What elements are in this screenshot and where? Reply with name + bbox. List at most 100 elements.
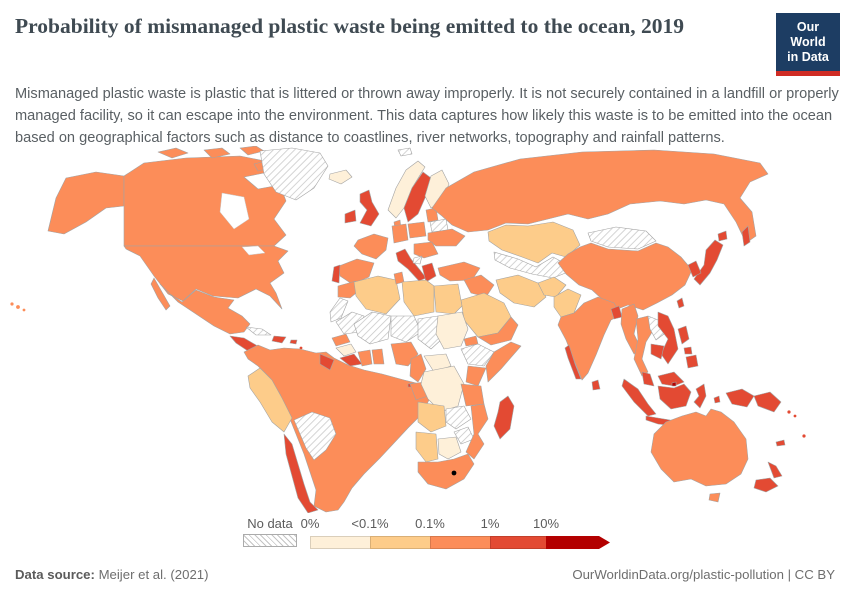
legend-segment-bin4-arrow[interactable] [546, 536, 610, 549]
country-iceland[interactable] [328, 169, 353, 185]
legend-segment-bin1[interactable] [370, 536, 430, 549]
country-iran[interactable] [495, 274, 547, 308]
country-mongolia[interactable] [587, 226, 657, 250]
country-ethiopia[interactable] [460, 343, 495, 367]
owid-logo[interactable]: Our World in Data [776, 13, 840, 76]
country-balkans[interactable] [412, 255, 423, 265]
country-portugal[interactable] [331, 264, 341, 284]
country-japan[interactable] [717, 230, 728, 242]
country-south-africa[interactable] [417, 453, 475, 490]
country-niger[interactable] [390, 315, 422, 343]
country-usa[interactable] [123, 245, 289, 310]
country-lesser-antilles[interactable] [299, 346, 303, 350]
country-greenland[interactable] [259, 147, 329, 201]
country-canada[interactable] [203, 147, 231, 159]
country-guyanas[interactable] [319, 353, 335, 371]
country-india-west-coast[interactable] [564, 344, 582, 380]
country-zambia[interactable] [445, 405, 472, 430]
country-libya[interactable] [401, 279, 435, 317]
country-ivory-coast[interactable] [357, 349, 373, 367]
country-philippines[interactable] [685, 354, 699, 369]
country-indonesia[interactable] [713, 395, 721, 404]
country-iraq-syria[interactable] [463, 274, 495, 298]
country-ireland[interactable] [344, 209, 357, 224]
legend-color-scale[interactable]: 0% <0.1% 0.1% 1% 10% [301, 516, 620, 552]
country-brunei[interactable] [671, 381, 677, 387]
country-poland[interactable] [407, 221, 427, 239]
country-china[interactable] [557, 242, 693, 311]
country-sri-lanka[interactable] [591, 379, 601, 391]
country-senegal[interactable] [331, 333, 351, 347]
country-chile[interactable] [283, 433, 319, 514]
country-mozambique[interactable] [465, 403, 489, 460]
country-new-caledonia[interactable] [775, 439, 786, 447]
country-indonesia[interactable] [693, 383, 707, 409]
country-philippines[interactable] [683, 346, 693, 355]
country-somalia[interactable] [485, 341, 522, 383]
country-mali[interactable] [353, 311, 392, 345]
country-korea[interactable] [687, 260, 702, 278]
country-cuba[interactable] [245, 326, 272, 336]
country-papua-new-guinea[interactable] [753, 391, 782, 413]
country-australia[interactable] [650, 408, 749, 487]
country-france[interactable] [353, 233, 389, 260]
country-kenya[interactable] [465, 365, 487, 387]
country-afghanistan[interactable] [537, 276, 567, 298]
country-new-zealand[interactable] [753, 477, 779, 493]
country-greece[interactable] [421, 262, 437, 283]
country-canada[interactable] [123, 155, 287, 247]
legend-segment-bin2[interactable] [430, 536, 490, 549]
country-tasmania[interactable] [708, 492, 721, 503]
country-malaysia[interactable] [657, 371, 685, 387]
country-japan[interactable] [693, 239, 724, 286]
country-bolivia-paraguay[interactable] [293, 411, 337, 461]
country-tanzania[interactable] [460, 383, 485, 407]
legend-no-data[interactable]: No data [243, 516, 297, 547]
country-hawaii[interactable] [10, 302, 14, 306]
country-sudan[interactable] [435, 311, 469, 350]
country-uk[interactable] [359, 189, 380, 227]
country-laos[interactable] [647, 315, 665, 341]
country-guinea[interactable] [335, 343, 357, 357]
country-chad[interactable] [417, 315, 443, 350]
country-alaska[interactable] [47, 171, 125, 235]
country-norway[interactable] [387, 160, 426, 219]
footer-link[interactable]: OurWorldinData.org/plastic-pollution | C… [572, 567, 835, 582]
country-mexico[interactable] [150, 277, 171, 311]
country-svalbard[interactable] [397, 147, 413, 157]
country-fiji[interactable] [802, 434, 806, 438]
country-south-america[interactable] [243, 344, 431, 513]
country-hawaii[interactable] [16, 305, 20, 309]
country-indonesia[interactable] [725, 388, 755, 408]
country-hispaniola[interactable] [271, 335, 287, 344]
country-cameroon[interactable] [409, 353, 427, 383]
legend-segment-bin0[interactable] [310, 536, 370, 549]
country-western-sahara[interactable] [329, 297, 349, 323]
country-algeria[interactable] [353, 275, 401, 315]
country-canada[interactable] [157, 147, 189, 159]
country-puerto-rico[interactable] [289, 339, 298, 345]
country-angola[interactable] [417, 401, 447, 433]
country-ghana[interactable] [371, 348, 385, 365]
country-romania[interactable] [413, 241, 439, 259]
country-mexico[interactable] [159, 283, 251, 335]
country-new-zealand[interactable] [767, 461, 783, 479]
country-solomon-islands[interactable] [787, 410, 791, 414]
country-ukraine[interactable] [427, 228, 466, 247]
country-finland[interactable] [424, 169, 450, 209]
country-botswana[interactable] [437, 436, 462, 460]
country-spain[interactable] [338, 258, 375, 285]
country-sakhalin[interactable] [741, 225, 751, 247]
country-russia[interactable] [431, 149, 769, 244]
country-namibia[interactable] [415, 431, 439, 463]
country-germany[interactable] [391, 223, 409, 244]
country-philippines[interactable] [677, 325, 690, 345]
country-madagascar[interactable] [493, 395, 515, 440]
country-egypt[interactable] [433, 283, 463, 315]
country-yemen-oman[interactable] [477, 316, 519, 346]
country-indonesia[interactable] [621, 378, 657, 417]
legend-segment-bin3[interactable] [490, 536, 546, 549]
country-taiwan[interactable] [676, 297, 685, 309]
country-solomon-islands[interactable] [793, 414, 797, 418]
country-indonesia[interactable] [657, 383, 692, 410]
